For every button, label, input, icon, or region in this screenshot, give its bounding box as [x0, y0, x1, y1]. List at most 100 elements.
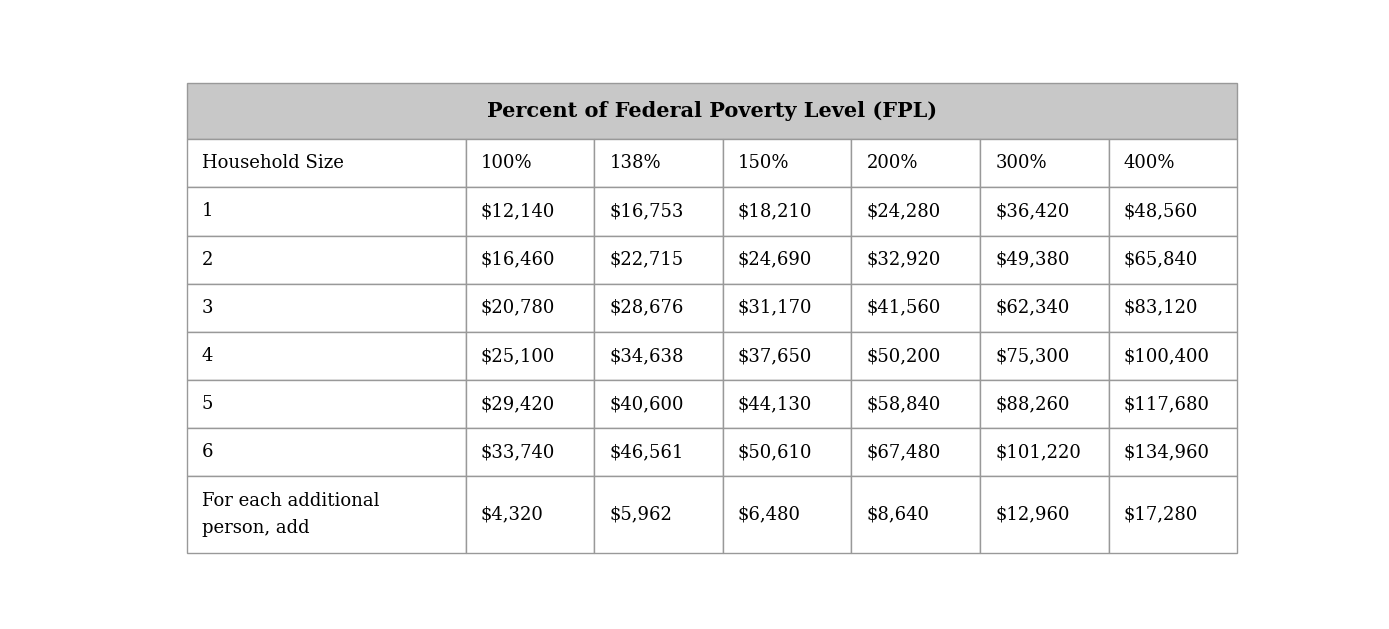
Text: $12,960: $12,960	[995, 506, 1070, 523]
Bar	[851, 476, 981, 552]
Text: $12,140: $12,140	[481, 203, 556, 221]
Bar	[186, 428, 465, 476]
Text: 200%: 200%	[867, 154, 918, 172]
Text: $31,170: $31,170	[738, 299, 813, 317]
Bar	[1108, 236, 1238, 284]
Bar	[722, 332, 851, 380]
Text: 6: 6	[201, 443, 213, 461]
Bar	[851, 284, 981, 332]
Text: 1: 1	[201, 203, 213, 221]
Bar	[981, 380, 1108, 428]
Text: Household Size: Household Size	[201, 154, 343, 172]
Text: $50,200: $50,200	[867, 347, 940, 365]
Text: 4: 4	[201, 347, 213, 365]
Text: $4,320: $4,320	[481, 506, 543, 523]
Bar	[594, 187, 722, 236]
Bar	[1108, 428, 1238, 476]
Text: 400%: 400%	[1124, 154, 1175, 172]
Bar	[722, 284, 851, 332]
Bar	[186, 236, 465, 284]
Bar	[722, 476, 851, 552]
Text: $83,120: $83,120	[1124, 299, 1199, 317]
Bar	[594, 236, 722, 284]
Bar	[851, 139, 981, 187]
Bar	[722, 236, 851, 284]
Bar	[465, 380, 594, 428]
Bar	[851, 428, 981, 476]
Bar	[594, 428, 722, 476]
Bar	[981, 476, 1108, 552]
Bar	[186, 284, 465, 332]
Bar	[851, 236, 981, 284]
Text: $65,840: $65,840	[1124, 251, 1199, 269]
Text: 138%: 138%	[610, 154, 661, 172]
Bar	[1108, 332, 1238, 380]
Text: $50,610: $50,610	[738, 443, 813, 461]
Text: $100,400: $100,400	[1124, 347, 1210, 365]
Text: $49,380: $49,380	[995, 251, 1070, 269]
Bar	[186, 380, 465, 428]
Bar	[465, 236, 594, 284]
Bar	[722, 139, 851, 187]
Text: $37,650: $37,650	[738, 347, 813, 365]
Bar	[186, 476, 465, 552]
Bar	[594, 332, 722, 380]
Text: $62,340: $62,340	[995, 299, 1070, 317]
Text: $101,220: $101,220	[995, 443, 1081, 461]
Bar	[594, 380, 722, 428]
Bar	[1108, 139, 1238, 187]
Text: 100%: 100%	[481, 154, 532, 172]
Bar	[981, 139, 1108, 187]
Text: $117,680: $117,680	[1124, 395, 1210, 413]
Text: 3: 3	[201, 299, 213, 317]
Bar	[1108, 380, 1238, 428]
Bar	[981, 236, 1108, 284]
Text: $6,480: $6,480	[738, 506, 801, 523]
Bar	[594, 139, 722, 187]
Text: Percent of Federal Poverty Level (FPL): Percent of Federal Poverty Level (FPL)	[486, 101, 938, 121]
Text: $40,600: $40,600	[610, 395, 683, 413]
Text: $134,960: $134,960	[1124, 443, 1210, 461]
Bar	[465, 428, 594, 476]
Text: $34,638: $34,638	[610, 347, 683, 365]
Text: $41,560: $41,560	[867, 299, 940, 317]
Bar	[465, 284, 594, 332]
Text: $25,100: $25,100	[481, 347, 556, 365]
Text: $32,920: $32,920	[867, 251, 940, 269]
Bar	[722, 428, 851, 476]
Text: $75,300: $75,300	[995, 347, 1070, 365]
Bar	[851, 332, 981, 380]
Bar	[981, 187, 1108, 236]
Text: $16,460: $16,460	[481, 251, 556, 269]
Bar	[1108, 284, 1238, 332]
Text: $67,480: $67,480	[867, 443, 940, 461]
Bar	[981, 428, 1108, 476]
Bar	[722, 380, 851, 428]
Bar	[1108, 187, 1238, 236]
Text: $8,640: $8,640	[867, 506, 929, 523]
Text: $48,560: $48,560	[1124, 203, 1199, 221]
Text: 5: 5	[201, 395, 213, 413]
Text: $44,130: $44,130	[738, 395, 813, 413]
Bar	[186, 139, 465, 187]
Text: $20,780: $20,780	[481, 299, 556, 317]
Bar	[594, 476, 722, 552]
Text: $24,280: $24,280	[867, 203, 940, 221]
Bar	[722, 187, 851, 236]
Text: For each additional
person, add: For each additional person, add	[201, 493, 379, 537]
Bar	[465, 187, 594, 236]
Text: $46,561: $46,561	[610, 443, 683, 461]
Text: $16,753: $16,753	[610, 203, 683, 221]
Bar	[851, 187, 981, 236]
Text: $88,260: $88,260	[995, 395, 1070, 413]
Text: 300%: 300%	[995, 154, 1047, 172]
Text: $33,740: $33,740	[481, 443, 556, 461]
Text: $29,420: $29,420	[481, 395, 556, 413]
Bar	[1108, 476, 1238, 552]
Bar	[465, 476, 594, 552]
Bar	[594, 284, 722, 332]
Text: 150%: 150%	[738, 154, 789, 172]
Text: $58,840: $58,840	[867, 395, 940, 413]
Text: $36,420: $36,420	[995, 203, 1070, 221]
Text: $18,210: $18,210	[738, 203, 813, 221]
